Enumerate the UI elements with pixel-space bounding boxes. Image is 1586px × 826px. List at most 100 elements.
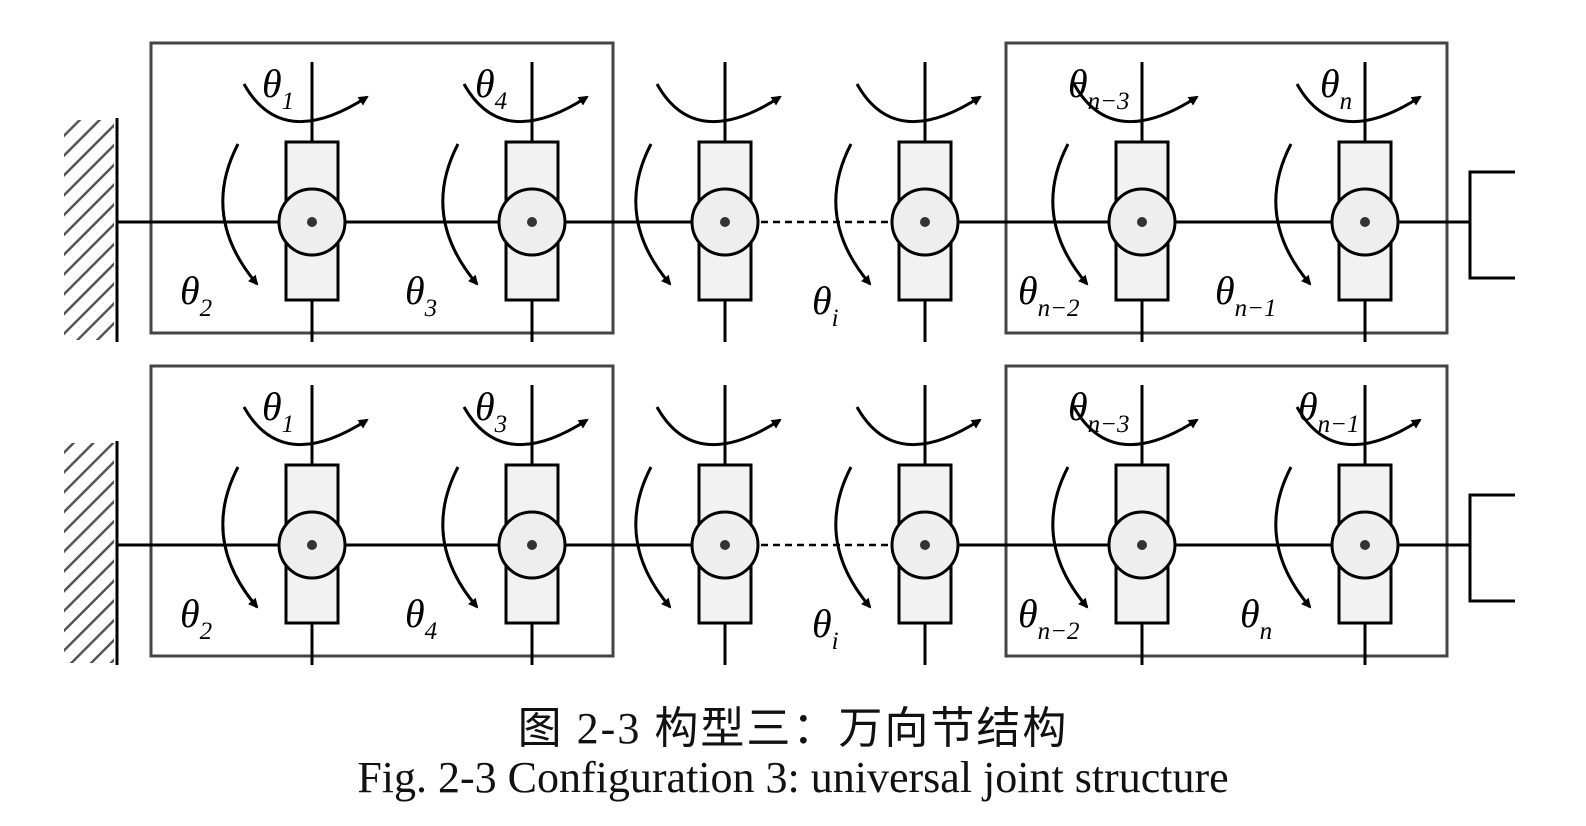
label-joint6-top-symbol: θ bbox=[1320, 61, 1340, 106]
label-joint6-bottom-symbol: θ bbox=[1240, 591, 1260, 636]
universal-joint bbox=[221, 62, 369, 342]
label-joint1-bottom-subscript: 2 bbox=[200, 618, 213, 645]
joint-pivot-dot bbox=[527, 540, 537, 550]
universal-joint bbox=[221, 385, 369, 665]
joint-pivot-dot bbox=[720, 217, 730, 227]
label-joint2-top: θ4 bbox=[475, 61, 507, 115]
label-joint6-top-subscript: n bbox=[1340, 88, 1353, 115]
side-rotation-arrow bbox=[221, 466, 259, 609]
figure-caption-english: Fig. 2-3 Configuration 3: universal join… bbox=[357, 753, 1229, 802]
label-joint1-top: θ1 bbox=[262, 61, 294, 115]
figure-caption-chinese: 图 2-3 构型三：万向节结构 bbox=[517, 704, 1069, 753]
label-middle-joint-symbol: θ bbox=[812, 601, 832, 646]
side-rotation-arrow bbox=[834, 143, 872, 286]
label-joint6-top-subscript: n−1 bbox=[1318, 411, 1360, 438]
joint-pivot-dot bbox=[1137, 217, 1147, 227]
universal-joint bbox=[834, 62, 982, 342]
label-joint6-bottom-subscript: n−1 bbox=[1235, 295, 1277, 322]
label-joint2-bottom-subscript: 3 bbox=[424, 295, 438, 322]
universal-joint bbox=[1051, 385, 1199, 665]
label-joint1-bottom-symbol: θ bbox=[180, 268, 200, 313]
top-rotation-arrow bbox=[1295, 83, 1422, 124]
label-joint1-top-symbol: θ bbox=[262, 384, 282, 429]
side-rotation-arrow bbox=[634, 143, 672, 286]
label-joint6-top: θn−1 bbox=[1298, 384, 1360, 438]
universal-joint bbox=[1051, 62, 1199, 342]
label-joint2-top-symbol: θ bbox=[475, 384, 495, 429]
label-middle-joint: θi bbox=[812, 601, 839, 655]
label-joint6-bottom: θn bbox=[1240, 591, 1272, 645]
joint-pivot-dot bbox=[527, 217, 537, 227]
label-joint5-top-symbol: θ bbox=[1068, 61, 1088, 106]
group-box-left bbox=[149, 364, 615, 658]
group-box-left bbox=[149, 41, 615, 335]
top-rotation-arrow bbox=[655, 83, 782, 124]
side-rotation-arrow bbox=[834, 466, 872, 609]
label-joint5-bottom: θn−2 bbox=[1018, 268, 1080, 322]
top-rotation-arrow bbox=[462, 83, 589, 124]
label-joint5-bottom-symbol: θ bbox=[1018, 591, 1038, 636]
universal-joint bbox=[1274, 385, 1422, 665]
joint-pivot-dot bbox=[307, 217, 317, 227]
label-joint6-top: θn bbox=[1320, 61, 1352, 115]
group-box-right bbox=[1004, 41, 1449, 335]
label-joint2-bottom: θ3 bbox=[405, 268, 437, 322]
label-joint2-top: θ3 bbox=[475, 384, 507, 438]
joint-pivot-dot bbox=[307, 540, 317, 550]
side-rotation-arrow bbox=[1051, 143, 1089, 286]
label-joint5-bottom-subscript: n−2 bbox=[1038, 295, 1080, 322]
side-rotation-arrow bbox=[441, 143, 479, 286]
label-middle-joint-subscript: i bbox=[832, 628, 839, 655]
label-joint2-bottom-symbol: θ bbox=[405, 591, 425, 636]
label-middle-joint: θi bbox=[812, 278, 839, 332]
joint-pivot-dot bbox=[920, 540, 930, 550]
label-middle-joint-symbol: θ bbox=[812, 278, 832, 323]
joint-pivot-dot bbox=[1360, 540, 1370, 550]
joint-pivot-dot bbox=[1137, 540, 1147, 550]
top-rotation-arrow bbox=[242, 83, 369, 124]
side-rotation-arrow bbox=[1274, 143, 1312, 286]
label-joint2-top-subscript: 4 bbox=[495, 88, 508, 115]
label-joint1-top-symbol: θ bbox=[262, 61, 282, 106]
label-joint5-top-subscript: n−3 bbox=[1088, 411, 1130, 438]
top-rotation-arrow bbox=[855, 406, 982, 447]
end-effector-bracket bbox=[1468, 493, 1515, 603]
label-joint5-bottom-subscript: n−2 bbox=[1038, 618, 1080, 645]
side-rotation-arrow bbox=[1051, 466, 1089, 609]
universal-joint bbox=[634, 62, 782, 342]
universal-joint bbox=[441, 385, 589, 665]
label-joint2-top-symbol: θ bbox=[475, 61, 495, 106]
top-rotation-arrow bbox=[1295, 406, 1422, 447]
label-joint5-bottom: θn−2 bbox=[1018, 591, 1080, 645]
label-joint6-bottom-subscript: n bbox=[1260, 618, 1273, 645]
top-rotation-arrow bbox=[1072, 406, 1199, 447]
label-joint2-bottom-subscript: 4 bbox=[425, 618, 438, 645]
label-joint2-bottom: θ4 bbox=[405, 591, 437, 645]
fixed-base-hatch bbox=[64, 120, 114, 340]
label-joint1-top-subscript: 1 bbox=[282, 88, 295, 115]
joint-pivot-dot bbox=[920, 217, 930, 227]
label-joint6-bottom-symbol: θ bbox=[1215, 268, 1235, 313]
top-rotation-arrow bbox=[1072, 83, 1199, 124]
label-middle-joint-subscript: i bbox=[832, 305, 839, 332]
universal-joint bbox=[834, 385, 982, 665]
label-joint5-top-subscript: n−3 bbox=[1088, 88, 1130, 115]
top-rotation-arrow bbox=[462, 406, 589, 447]
label-joint2-top-subscript: 3 bbox=[494, 411, 508, 438]
side-rotation-arrow bbox=[221, 143, 259, 286]
group-box-right bbox=[1004, 364, 1449, 658]
top-rotation-arrow bbox=[655, 406, 782, 447]
end-effector-bracket bbox=[1468, 170, 1515, 280]
label-joint6-bottom: θn−1 bbox=[1215, 268, 1277, 322]
side-rotation-arrow bbox=[634, 466, 672, 609]
label-joint2-bottom-symbol: θ bbox=[405, 268, 425, 313]
label-joint1-bottom: θ2 bbox=[180, 591, 212, 645]
label-joint1-bottom-symbol: θ bbox=[180, 591, 200, 636]
label-joint5-top-symbol: θ bbox=[1068, 384, 1088, 429]
label-joint5-top: θn−3 bbox=[1068, 61, 1130, 115]
top-rotation-arrow bbox=[242, 406, 369, 447]
label-joint1-top-subscript: 1 bbox=[282, 411, 295, 438]
universal-joint bbox=[441, 62, 589, 342]
